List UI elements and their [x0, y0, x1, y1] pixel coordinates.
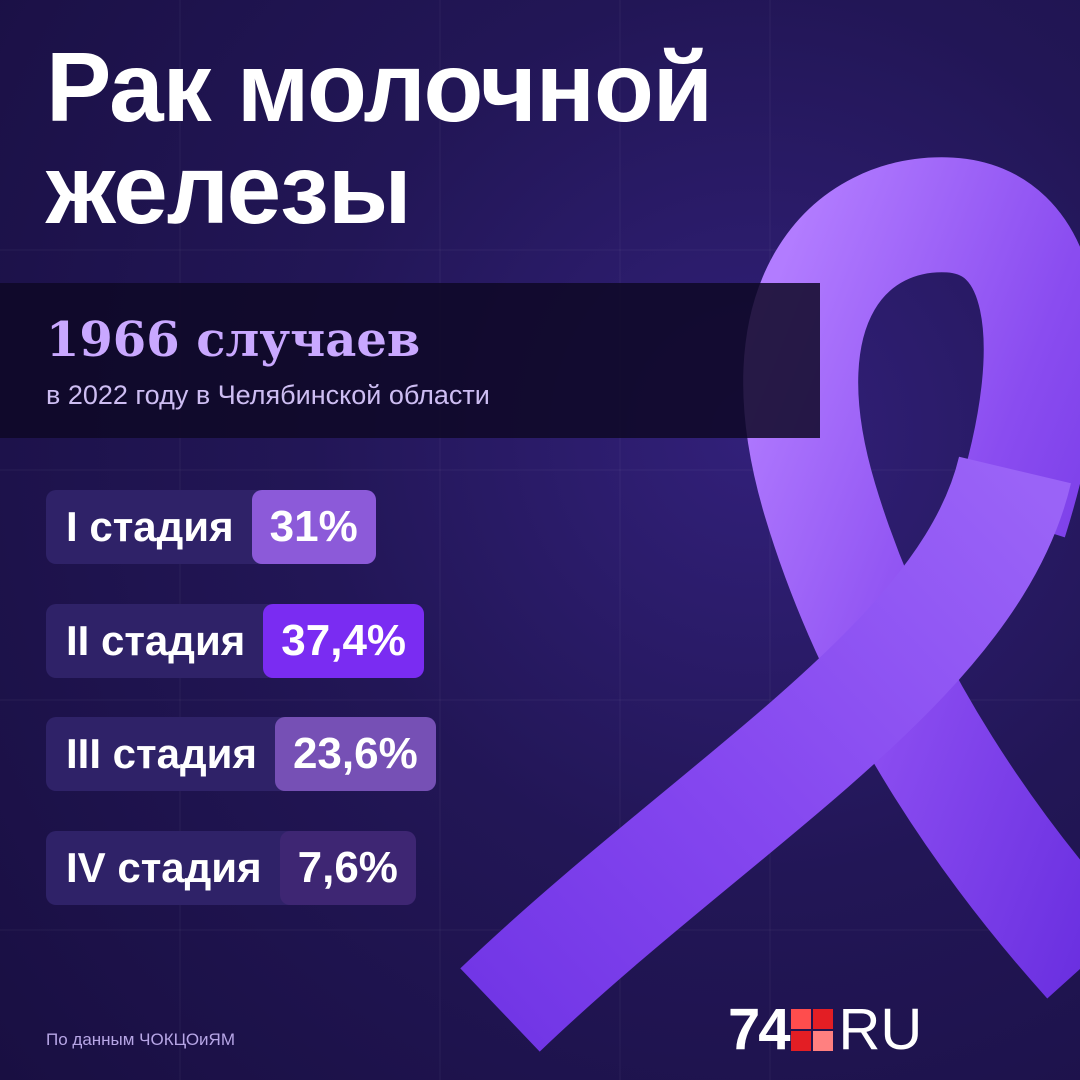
stage-label: IV стадия — [46, 830, 292, 905]
source: По данным ЧОКЦОиЯМ — [46, 1030, 235, 1049]
stage-value: 23,6% — [274, 717, 436, 791]
subline: в 2022 году в Челябинской области — [46, 380, 490, 410]
logo: 74 RU — [728, 996, 922, 1063]
logo-text: RU — [838, 997, 923, 1062]
logo-number: 74 — [728, 997, 790, 1062]
title-line: железы — [46, 134, 412, 244]
stage-row: III стадия 23,6% — [46, 717, 436, 791]
stage-row: I стадия 31% — [46, 490, 376, 564]
stage-row: II стадия 37,4% — [46, 603, 425, 678]
stage-value: 37,4% — [263, 603, 425, 678]
stage-label: III стадия — [46, 717, 287, 791]
summary-band — [0, 283, 820, 438]
headline: 1966 случаев — [46, 312, 421, 368]
title-line: Рак молочной — [46, 32, 713, 142]
logo-icon — [790, 1008, 833, 1051]
stage-row: IV стадия 7,6% — [46, 830, 416, 905]
stage-value: 31% — [251, 490, 376, 564]
stage-label: I стадия — [46, 490, 264, 564]
stage-value: 7,6% — [279, 830, 416, 905]
stage-label: II стадия — [46, 603, 276, 678]
title: Рак молочной железы — [46, 32, 713, 244]
